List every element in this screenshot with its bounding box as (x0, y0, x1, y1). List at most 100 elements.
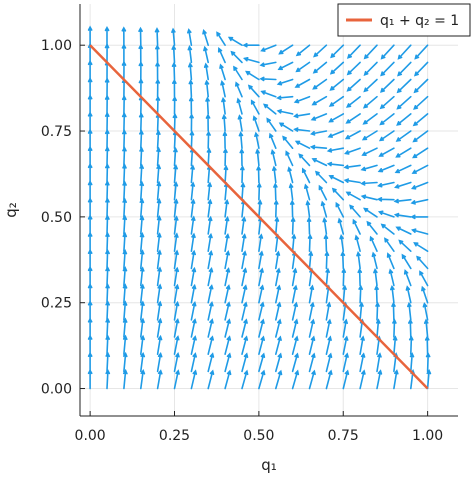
field-arrow (156, 129, 161, 149)
field-arrow (190, 283, 197, 304)
field-arrow (342, 369, 350, 390)
field-arrow (380, 44, 395, 60)
field-arrow (105, 163, 110, 184)
field-arrow (156, 317, 163, 338)
field-arrow (122, 197, 127, 218)
field-arrow (322, 217, 328, 235)
field-arrow (421, 285, 429, 304)
field-arrow (361, 147, 378, 156)
field-arrow (403, 269, 412, 287)
field-arrow (122, 317, 128, 338)
field-arrow (294, 140, 311, 149)
field-arrow (138, 26, 143, 46)
field-arrow (277, 61, 294, 71)
field-arrow (410, 181, 429, 190)
field-arrow (87, 128, 93, 149)
x-tick-label: 0.50 (243, 428, 274, 444)
field-arrow (377, 164, 395, 173)
field-arrow (378, 147, 395, 157)
field-arrow (285, 150, 294, 167)
field-arrow (380, 78, 395, 93)
field-arrow (241, 335, 249, 355)
field-arrow (224, 301, 231, 321)
field-arrow (363, 78, 378, 93)
field-arrow (205, 113, 211, 132)
field-arrow (408, 318, 413, 338)
y-tick-label: 1.00 (41, 38, 72, 54)
field-arrow (206, 147, 212, 167)
field-arrow (122, 283, 128, 304)
field-arrow (87, 145, 93, 167)
field-arrow (288, 182, 294, 201)
field-arrow (308, 352, 316, 373)
field-arrow (413, 242, 429, 252)
field-arrow (380, 61, 395, 77)
field-arrow (344, 130, 361, 140)
legend: q₁ + q₂ = 1 (337, 3, 471, 37)
field-arrow (295, 61, 311, 73)
field-arrow (123, 351, 128, 373)
field-arrow (346, 78, 361, 92)
field-arrow (173, 198, 179, 218)
field-arrow (122, 249, 128, 270)
field-arrow (139, 232, 145, 252)
field-arrow (140, 300, 145, 321)
field-arrow (224, 215, 230, 235)
field-arrow (190, 198, 196, 218)
field-arrow (156, 146, 161, 167)
field-arrow (241, 250, 247, 270)
field-arrow (313, 44, 328, 58)
field-arrow (422, 302, 429, 321)
field-arrow (139, 214, 145, 235)
field-arrow (345, 95, 361, 108)
field-arrow (87, 265, 93, 287)
field-arrow (376, 352, 382, 373)
field-arrow (354, 234, 361, 252)
field-arrow (278, 44, 294, 55)
grid-lines (80, 4, 458, 416)
field-arrow (377, 181, 395, 188)
field-arrow (397, 61, 412, 77)
field-arrow (339, 234, 345, 252)
field-arrow (275, 250, 281, 270)
field-arrow (140, 266, 145, 287)
field-arrow (173, 266, 180, 287)
field-arrow (424, 335, 430, 355)
field-arrow (323, 233, 329, 252)
field-arrow (173, 181, 179, 201)
field-arrow (241, 284, 248, 304)
field-arrow (363, 61, 378, 77)
field-arrow (308, 369, 316, 390)
field-arrow (238, 131, 244, 149)
field-arrow (330, 44, 345, 59)
field-arrow (273, 182, 278, 201)
field-arrow (362, 113, 378, 125)
field-arrow (87, 334, 93, 355)
field-arrow (224, 369, 232, 390)
field-arrow (156, 249, 162, 270)
field-arrow (413, 78, 429, 94)
field-arrow (414, 44, 429, 60)
field-arrow (290, 216, 296, 235)
field-arrow (224, 233, 230, 252)
field-arrow (224, 267, 231, 287)
field-arrow (104, 94, 110, 115)
field-arrow (260, 90, 277, 98)
field-arrow (340, 250, 346, 270)
field-arrow (156, 283, 162, 304)
field-arrow (237, 114, 243, 132)
field-arrow (380, 223, 395, 235)
field-arrow (325, 369, 333, 390)
field-arrow (173, 335, 180, 355)
field-arrow (308, 250, 314, 270)
field-arrow (188, 96, 194, 115)
y-tick-label: 0.00 (41, 382, 72, 398)
field-arrow (105, 180, 110, 201)
field-arrow (258, 250, 264, 270)
field-arrow (205, 96, 210, 115)
field-arrow (105, 248, 110, 270)
field-arrow (301, 167, 311, 184)
field-arrow (359, 352, 366, 373)
field-arrow (409, 352, 415, 373)
field-arrow (312, 78, 328, 90)
